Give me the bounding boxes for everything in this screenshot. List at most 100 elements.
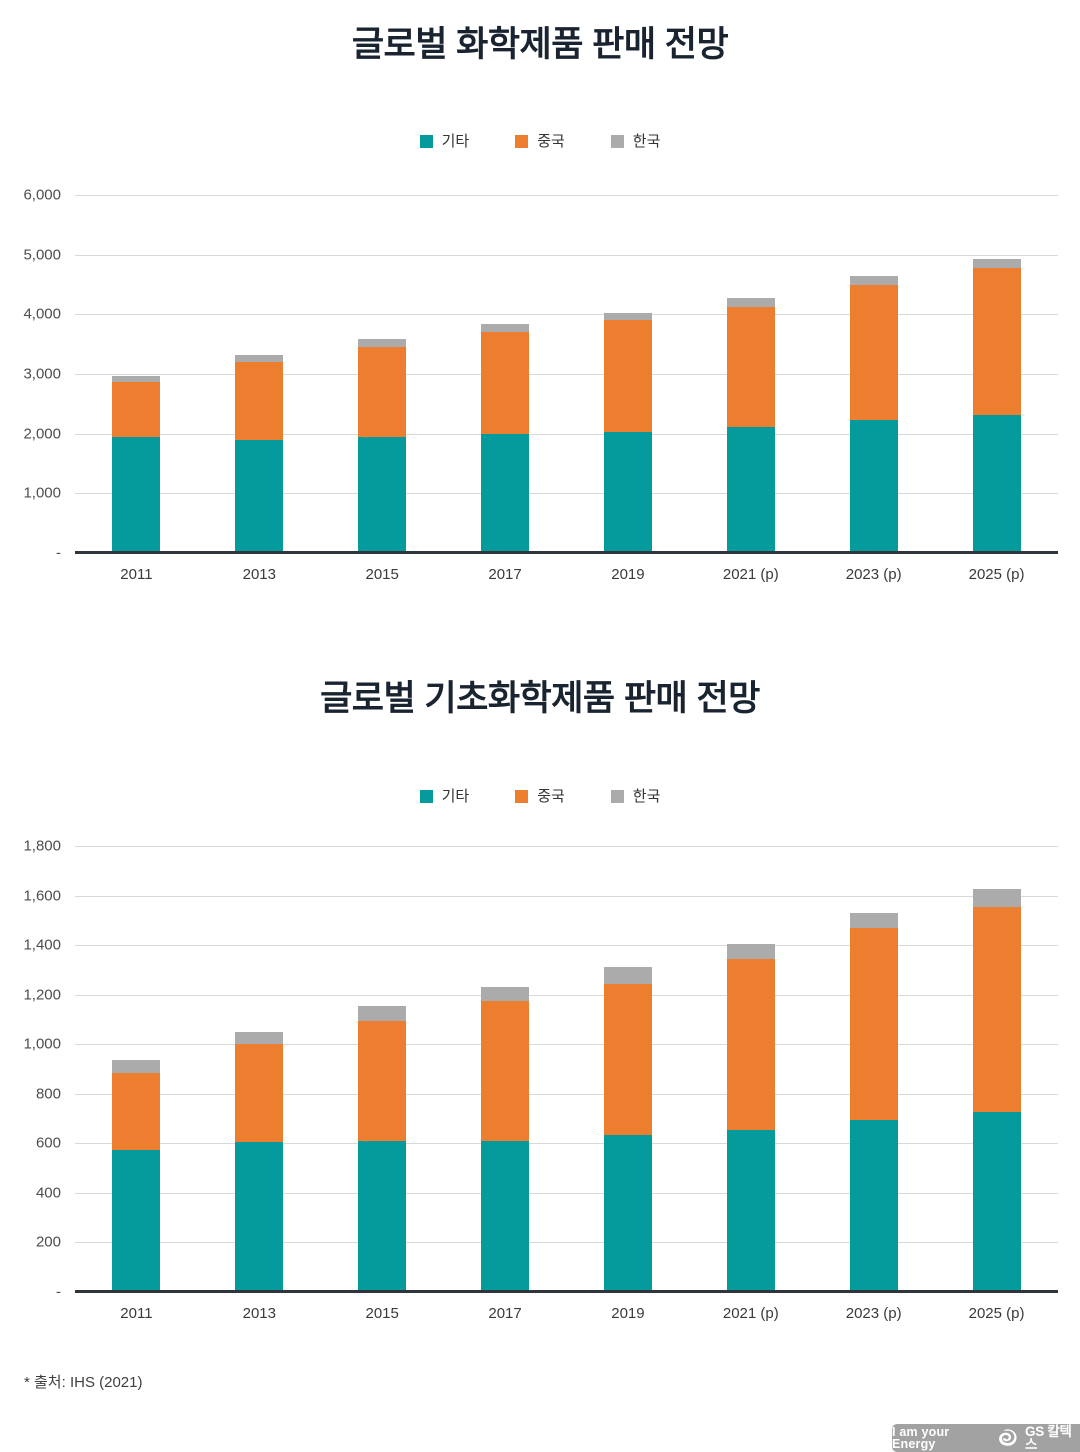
legend-swatch-한국	[610, 135, 624, 148]
y-axis-tick-label: 1,000	[23, 484, 61, 502]
bar-segment-한국	[112, 1060, 161, 1073]
gridline	[75, 195, 1058, 196]
bar-segment-중국	[235, 362, 284, 440]
bar-segment-기타	[726, 1129, 775, 1292]
bar-segment-한국	[481, 323, 530, 333]
legend-swatch-중국	[515, 135, 529, 148]
chart2-plot-area: 1,800 1,600 1,400 1,200 1,000 800 600 400 200 -	[23, 839, 1058, 1300]
brand-slogan: I am your Energy	[892, 1424, 950, 1451]
bar-group-2011	[112, 376, 161, 553]
bar-segment-기타	[358, 436, 407, 553]
legend-label: 한국	[632, 133, 661, 150]
x-axis-label: 2021 (p)	[722, 1305, 779, 1322]
gridline	[75, 1143, 1058, 1145]
bar-segment-기타	[603, 431, 652, 553]
bar-group-2013	[235, 1031, 284, 1292]
chart1-title: 글로벌 화학제품 판매 전망	[351, 25, 729, 64]
legend-swatch-한국	[610, 790, 624, 803]
bar-segment-한국	[603, 967, 652, 984]
bar-segment-한국	[726, 943, 775, 959]
x-axis-label: 2013	[242, 566, 276, 583]
bar-group-2021 (p)	[726, 943, 775, 1292]
x-axis-label: 2011	[120, 566, 153, 583]
gs-logo-icon	[997, 1428, 1018, 1449]
bar-segment-한국	[849, 275, 898, 285]
x-axis-label: 2015	[365, 1305, 399, 1322]
y-axis-zero-label: -	[56, 1283, 61, 1301]
bar-segment-중국	[358, 1020, 407, 1141]
bar-segment-기타	[972, 415, 1021, 553]
legend-label: 기타	[441, 788, 470, 805]
bar-segment-한국	[235, 354, 284, 363]
bar-segment-중국	[849, 927, 898, 1120]
bar-group-2023 (p)	[849, 912, 898, 1292]
legend-swatch-기타	[419, 135, 433, 148]
bar-segment-한국	[358, 339, 407, 348]
bar-segment-한국	[235, 1031, 284, 1045]
bar-segment-중국	[481, 1000, 530, 1141]
y-axis-tick-label: 6,000	[23, 186, 61, 204]
chart1-plot-area: 6,000 5,000 4,000 3,000 2,000 1,000 -	[23, 188, 1058, 561]
legend-label: 기타	[441, 133, 470, 150]
bar-segment-중국	[726, 958, 775, 1130]
bar-segment-기타	[358, 1140, 407, 1292]
bar-segment-기타	[235, 439, 284, 553]
bar-group-2019	[603, 967, 652, 1292]
bar-segment-한국	[603, 312, 652, 321]
y-axis-tick-label: 400	[35, 1184, 61, 1202]
bar-segment-기타	[849, 419, 898, 553]
bar-segment-기타	[603, 1134, 652, 1292]
gridline	[75, 1093, 1058, 1095]
bar-segment-중국	[726, 306, 775, 427]
x-axis-label: 2023 (p)	[845, 566, 902, 583]
gridline	[75, 1044, 1058, 1046]
gridline	[75, 493, 1058, 495]
bar-segment-중국	[849, 284, 898, 420]
bar-segment-기타	[849, 1119, 898, 1292]
bar-group-2015	[358, 339, 407, 553]
bar-group-2025 (p)	[972, 258, 1021, 553]
x-axis-label: 2011	[120, 1305, 153, 1322]
bar-segment-중국	[603, 983, 652, 1135]
bar-segment-중국	[603, 320, 652, 432]
bar-segment-중국	[112, 381, 161, 438]
y-axis-tick-label: 2,000	[23, 425, 61, 443]
legend-item-기타: 기타	[419, 133, 470, 150]
chart2-legend: 기타 중국 한국	[0, 789, 1080, 804]
brand-bar: I am your Energy GS 칼텍스	[892, 1424, 1080, 1452]
bar-segment-중국	[972, 267, 1021, 416]
y-axis-tick-label: 1,000	[23, 1035, 61, 1053]
x-axis-line	[75, 551, 1058, 554]
bar-group-2021 (p)	[726, 298, 775, 553]
legend-swatch-중국	[515, 790, 529, 803]
x-axis-label: 2023 (p)	[845, 1305, 902, 1322]
bar-group-2019	[603, 312, 652, 553]
legend-item-한국: 한국	[610, 133, 661, 150]
legend-item-한국: 한국	[610, 788, 661, 805]
x-axis-label: 2021 (p)	[722, 566, 779, 583]
bar-group-2025 (p)	[972, 889, 1021, 1292]
bar-segment-중국	[112, 1072, 161, 1150]
x-axis-label: 2025 (p)	[968, 566, 1025, 583]
bar-segment-기타	[235, 1142, 284, 1292]
y-axis-tick-label: 1,600	[23, 887, 61, 905]
bar-segment-중국	[481, 332, 530, 435]
legend-label: 중국	[537, 788, 565, 805]
bar-segment-기타	[112, 1149, 161, 1292]
gridline	[75, 1242, 1058, 1244]
y-axis-tick-label: 3,000	[23, 365, 61, 383]
y-axis-tick-label: 1,200	[23, 986, 61, 1004]
x-axis-label: 2017	[488, 566, 522, 583]
gridline	[75, 994, 1058, 996]
legend-item-중국: 중국	[515, 134, 565, 149]
bar-segment-중국	[358, 347, 407, 437]
x-axis-label: 2019	[611, 1305, 645, 1322]
bar-group-2017	[481, 987, 530, 1292]
bar-segment-한국	[849, 912, 898, 928]
legend-label: 한국	[632, 788, 661, 805]
bar-segment-중국	[972, 906, 1021, 1113]
gridline	[75, 374, 1058, 375]
bar-group-2017	[481, 323, 530, 553]
x-axis-line	[75, 1290, 1058, 1293]
